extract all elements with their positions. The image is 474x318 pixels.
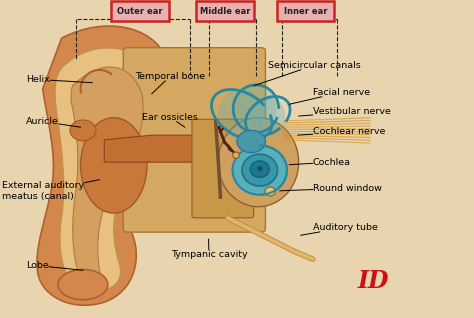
Ellipse shape bbox=[81, 118, 147, 213]
PathPatch shape bbox=[71, 67, 143, 286]
Text: ID: ID bbox=[358, 269, 389, 293]
Text: Ear ossicles: Ear ossicles bbox=[142, 113, 198, 127]
Text: Outer ear: Outer ear bbox=[117, 7, 163, 16]
PathPatch shape bbox=[104, 135, 218, 162]
FancyBboxPatch shape bbox=[123, 48, 265, 232]
Ellipse shape bbox=[232, 145, 287, 195]
Text: Temporal bone: Temporal bone bbox=[135, 72, 205, 94]
FancyBboxPatch shape bbox=[192, 119, 254, 218]
Ellipse shape bbox=[218, 118, 299, 207]
Ellipse shape bbox=[58, 269, 108, 300]
Ellipse shape bbox=[242, 154, 277, 186]
Ellipse shape bbox=[250, 97, 285, 135]
Text: Round window: Round window bbox=[280, 184, 382, 193]
Text: Cochlea: Cochlea bbox=[289, 158, 351, 167]
Text: Helix: Helix bbox=[26, 75, 92, 84]
Text: Auricle: Auricle bbox=[26, 117, 81, 127]
Text: Vestibular nerve: Vestibular nerve bbox=[299, 107, 391, 116]
Ellipse shape bbox=[237, 130, 265, 153]
Ellipse shape bbox=[218, 89, 265, 140]
Text: Cochlear nerve: Cochlear nerve bbox=[298, 128, 385, 136]
Text: Middle ear: Middle ear bbox=[200, 7, 250, 16]
Ellipse shape bbox=[257, 166, 263, 171]
Text: Semicircular canals: Semicircular canals bbox=[254, 61, 361, 86]
Text: Auditory tube: Auditory tube bbox=[301, 223, 378, 235]
Text: Inner ear: Inner ear bbox=[284, 7, 328, 16]
Text: Tympanic cavity: Tympanic cavity bbox=[171, 239, 247, 259]
PathPatch shape bbox=[55, 48, 159, 291]
Ellipse shape bbox=[70, 120, 96, 141]
Ellipse shape bbox=[236, 86, 276, 131]
FancyBboxPatch shape bbox=[196, 1, 254, 21]
Ellipse shape bbox=[250, 161, 269, 177]
Text: Lobe: Lobe bbox=[26, 261, 83, 270]
FancyBboxPatch shape bbox=[277, 1, 334, 21]
Text: External auditory
meatus (canal): External auditory meatus (canal) bbox=[2, 180, 100, 201]
Ellipse shape bbox=[265, 187, 275, 196]
PathPatch shape bbox=[37, 26, 173, 305]
Ellipse shape bbox=[233, 152, 239, 158]
FancyBboxPatch shape bbox=[111, 1, 169, 21]
Text: Facial nerve: Facial nerve bbox=[289, 88, 370, 104]
